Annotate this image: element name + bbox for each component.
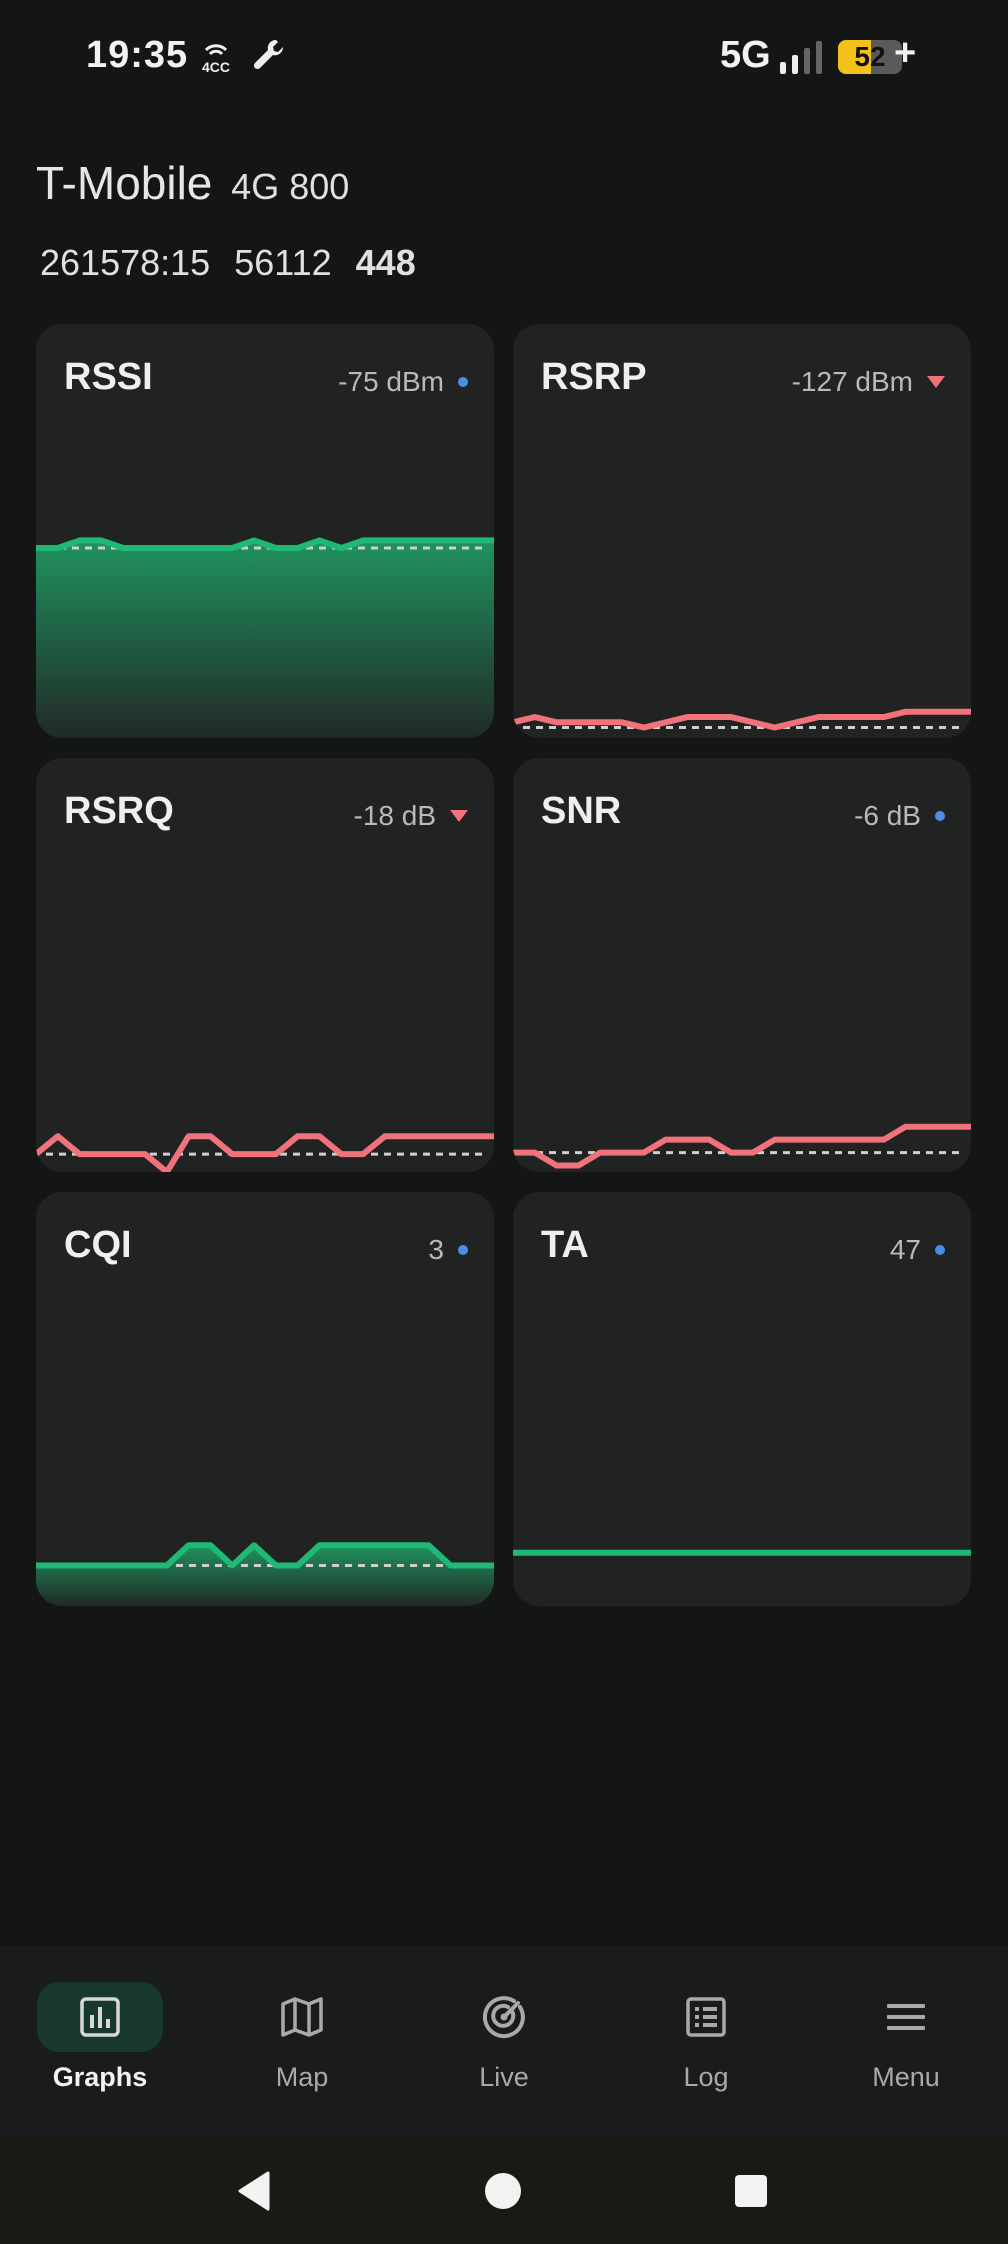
nav-label: Live [479,2062,529,2092]
map-icon [239,1982,365,2052]
graph-line [36,537,494,551]
card-rsrp[interactable]: RSRP -127 dBm [513,324,971,738]
pci: 448 [355,242,416,283]
card-value: 47 [890,1234,945,1266]
card-rssi[interactable]: RSSI -75 dBm [36,324,494,738]
nav-label: Map [275,2062,329,2092]
card-cqi[interactable]: CQI 3 [36,1192,494,1606]
graph-area [36,1545,494,1606]
carrier-name: T-Mobile [36,157,213,209]
card-title: SNR [541,790,622,832]
card-value: -75 dBm [338,366,468,398]
graph-line [513,708,971,731]
nav-graphs[interactable]: Graphs [30,1982,170,2112]
signal-strength-icon [780,41,822,74]
card-snr[interactable]: SNR -6 dB [513,758,971,1172]
card-rsrq[interactable]: RSRQ -18 dB [36,758,494,1172]
ta-value: 47 [889,1234,921,1265]
wrench-icon [250,36,288,79]
cell-id: 261578:15 [40,242,211,283]
cell-info: 261578:15 56112 448 [40,242,430,284]
rsrp-graph [513,708,971,731]
rsrp-value: -127 dBm [791,366,913,397]
snr-graph [513,1123,971,1169]
rssi-graph [36,537,494,738]
down-triangle-icon [927,376,945,388]
rsrq-value: -18 dB [353,800,437,831]
ta-graph [513,1549,971,1556]
status-dot-icon [458,1245,468,1255]
recents-square-icon[interactable] [734,2174,768,2208]
graph-line [513,1123,971,1169]
list-icon [643,1982,769,2052]
nav-label: Graphs [52,2062,148,2092]
card-title: RSSI [64,356,153,398]
graph-line [36,1133,494,1172]
card-title: RSRQ [64,790,174,832]
system-navigation-bar [0,2138,1008,2244]
bottom-navigation: Graphs Map Live Log Menu [0,1946,1008,2138]
down-triangle-icon [450,810,468,822]
status-dot-icon [935,1245,945,1255]
bar-chart-icon [37,1982,163,2052]
home-circle-icon[interactable] [484,2172,522,2210]
graph-area [36,540,494,738]
battery-icon: 52 [838,40,902,74]
nav-live[interactable]: Live [434,1982,574,2112]
nav-map[interactable]: Map [232,1982,372,2112]
rssi-value: -75 dBm [338,366,444,397]
card-value: -6 dB [854,800,945,832]
graph-line [36,1542,494,1569]
battery-plus: + [894,32,917,74]
card-title: RSRP [541,356,647,398]
cqi-graph [36,1542,494,1606]
card-value: -18 dB [353,800,468,832]
card-title: CQI [64,1224,132,1266]
carrier-aggregation-icon: 4CC [196,36,236,81]
battery-percent: 52 [854,41,886,72]
tac: 56112 [234,242,332,283]
carrier-title: T-Mobile 4G 800 [36,156,349,210]
back-triangle-icon[interactable] [234,2170,274,2212]
nav-label: Menu [872,2062,940,2092]
network-type: 5G [720,34,771,76]
rsrq-graph [36,1133,494,1172]
carrier-band: 4G 800 [231,166,350,207]
card-title: TA [541,1224,589,1266]
radar-icon [441,1982,567,2052]
carrier-aggregation-label: 4CC [202,59,230,75]
cqi-value: 3 [428,1234,444,1265]
status-dot-icon [458,377,468,387]
status-dot-icon [935,811,945,821]
nav-log[interactable]: Log [636,1982,776,2112]
status-time: 19:35 [86,34,189,76]
card-value: -127 dBm [792,366,945,398]
card-value: 3 [428,1234,468,1266]
nav-label: Log [683,2062,729,2092]
card-ta[interactable]: TA 47 [513,1192,971,1606]
status-bar: 19:35 4CC 5G 52 + [0,0,1008,114]
snr-value: -6 dB [854,800,921,831]
hamburger-menu-icon [843,1982,969,2052]
nav-menu[interactable]: Menu [836,1982,976,2112]
